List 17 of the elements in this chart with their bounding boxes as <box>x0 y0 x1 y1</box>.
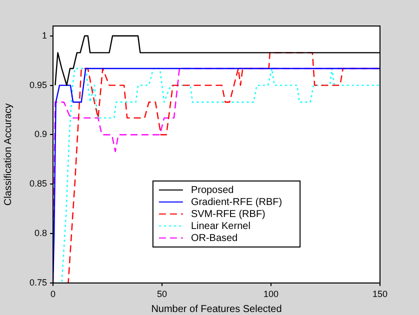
y-axis-title: Classification Accuracy <box>2 103 14 206</box>
y-tick-label: 0.85 <box>29 178 47 189</box>
x-tick-label: 50 <box>156 288 168 299</box>
legend-label: Gradient-RFE (RBF) <box>190 196 282 208</box>
legend-label: Proposed <box>190 184 234 196</box>
x-tick-label: 0 <box>50 288 56 299</box>
x-tick-label: 100 <box>263 288 279 299</box>
legend-label: OR-Based <box>190 232 238 244</box>
y-tick-label: 0.8 <box>34 228 47 238</box>
y-tick-label: 0.9 <box>34 129 47 140</box>
y-tick-label: 0.75 <box>29 277 47 288</box>
legend-label: Linear Kernel <box>190 220 250 232</box>
x-tick-label: 150 <box>372 288 388 299</box>
y-tick-label: 1 <box>42 30 47 40</box>
y-tick-label: 0.95 <box>29 80 47 90</box>
legend-label: SVM-RFE (RBF) <box>190 208 266 220</box>
x-axis-title: Number of Features Selected <box>151 304 282 315</box>
